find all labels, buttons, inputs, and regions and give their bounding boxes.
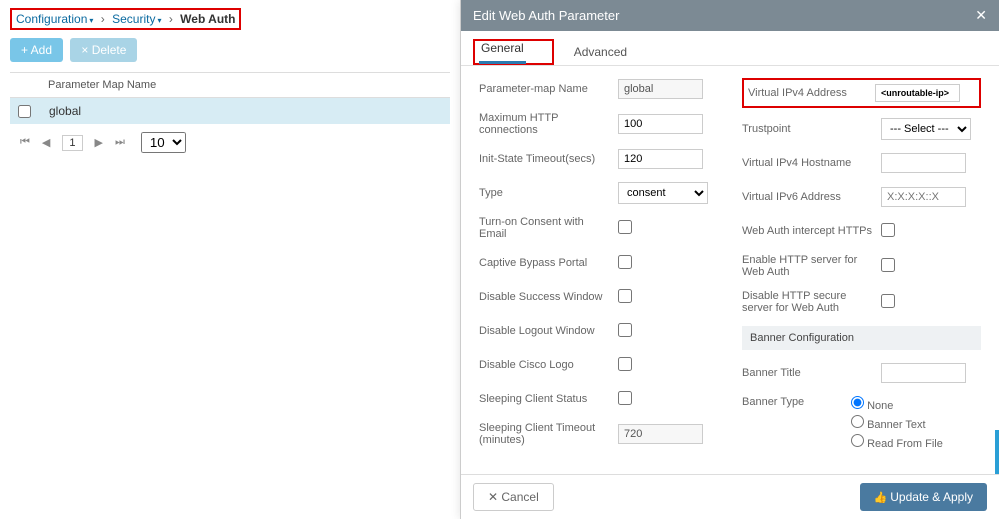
tab-general-highlight: General — [473, 39, 554, 65]
breadcrumb-config[interactable]: Configuration — [16, 12, 87, 26]
breadcrumb-sep: › — [169, 12, 173, 26]
pager-first[interactable]: ⏮ — [20, 136, 30, 149]
disable-logout-label: Disable Logout Window — [479, 325, 618, 337]
update-apply-button[interactable]: Update & Apply — [860, 483, 988, 511]
breadcrumb-current: Web Auth — [180, 12, 235, 26]
pager-next[interactable]: ▶ — [95, 136, 103, 149]
vipv6-input[interactable] — [881, 187, 966, 207]
radio-read-file[interactable]: Read From File — [851, 434, 949, 453]
pager: ⏮ ◀ 1 ▶ ⏭ 10 — [10, 124, 450, 161]
breadcrumb: Configuration▾ › Security▾ › Web Auth — [10, 8, 241, 30]
pager-size[interactable]: 10 — [141, 132, 186, 153]
init-timeout-label: Init-State Timeout(secs) — [479, 153, 618, 165]
enable-http-checkbox[interactable] — [881, 258, 895, 272]
banner-section-header: Banner Configuration — [742, 326, 981, 350]
sleeping-status-checkbox[interactable] — [618, 391, 632, 405]
max-http-label: Maximum HTTP connections — [479, 112, 618, 136]
toolbar: + Add × Delete — [10, 38, 450, 62]
disable-success-checkbox[interactable] — [618, 289, 632, 303]
captive-label: Captive Bypass Portal — [479, 257, 618, 269]
add-button[interactable]: + Add — [10, 38, 63, 62]
vipv4-highlight: Virtual IPv4 Address — [742, 78, 981, 108]
form-col-left: Parameter-map Name Maximum HTTP connecti… — [479, 78, 730, 465]
tabs: General Advanced — [461, 31, 999, 66]
intercept-checkbox[interactable] — [881, 223, 895, 237]
disable-logo-checkbox[interactable] — [618, 357, 632, 371]
cancel-button[interactable]: ✕ Cancel — [473, 483, 554, 511]
vipv6-label: Virtual IPv6 Address — [742, 191, 881, 203]
radio-banner-text[interactable]: Banner Text — [851, 415, 932, 434]
pager-last[interactable]: ⏭ — [115, 136, 125, 149]
table-row[interactable]: global — [10, 98, 450, 124]
tab-advanced[interactable]: Advanced — [572, 39, 629, 65]
disable-success-label: Disable Success Window — [479, 291, 618, 303]
breadcrumb-sep: › — [101, 12, 105, 26]
sleeping-status-label: Sleeping Client Status — [479, 393, 618, 405]
captive-checkbox[interactable] — [618, 255, 632, 269]
delete-button[interactable]: × Delete — [70, 38, 137, 62]
radio-none[interactable]: None — [851, 396, 899, 415]
enable-http-label: Enable HTTP server for Web Auth — [742, 254, 881, 278]
param-name-label: Parameter-map Name — [479, 83, 618, 95]
sleeping-timeout-label: Sleeping Client Timeout (minutes) — [479, 422, 618, 446]
panel-footer: ✕ Cancel Update & Apply — [461, 474, 999, 519]
banner-type-label: Banner Type — [742, 396, 851, 408]
sleeping-timeout-input[interactable] — [618, 424, 703, 444]
form-col-right: Virtual IPv4 Address Trustpoint --- Sele… — [730, 78, 981, 465]
table-header: Parameter Map Name — [10, 72, 450, 98]
vipv4-host-label: Virtual IPv4 Hostname — [742, 157, 881, 169]
row-checkbox[interactable] — [18, 105, 31, 118]
row-name: global — [49, 104, 81, 118]
vipv4-label: Virtual IPv4 Address — [748, 87, 875, 99]
pager-prev[interactable]: ◀ — [42, 136, 50, 149]
trustpoint-label: Trustpoint — [742, 123, 881, 135]
tab-general[interactable]: General — [479, 35, 526, 64]
breadcrumb-security[interactable]: Security — [112, 12, 155, 26]
init-timeout-input[interactable] — [618, 149, 703, 169]
type-select[interactable]: consent — [618, 182, 708, 204]
max-http-input[interactable] — [618, 114, 703, 134]
vipv4-input[interactable] — [875, 84, 960, 102]
banner-title-input[interactable] — [881, 363, 966, 383]
type-label: Type — [479, 187, 618, 199]
panel-body: Parameter-map Name Maximum HTTP connecti… — [461, 66, 999, 474]
intercept-label: Web Auth intercept HTTPs — [742, 225, 881, 237]
banner-title-label: Banner Title — [742, 367, 881, 379]
panel-title: Edit Web Auth Parameter — [473, 8, 619, 23]
disable-logout-checkbox[interactable] — [618, 323, 632, 337]
disable-https-label: Disable HTTP secure server for Web Auth — [742, 290, 881, 314]
vipv4-host-input[interactable] — [881, 153, 966, 173]
disable-https-checkbox[interactable] — [881, 294, 895, 308]
trustpoint-select[interactable]: --- Select --- — [881, 118, 971, 140]
close-icon[interactable]: ✕ — [975, 7, 987, 24]
panel-header: Edit Web Auth Parameter ✕ — [461, 0, 999, 31]
param-name-input — [618, 79, 703, 99]
edit-panel: Edit Web Auth Parameter ✕ General Advanc… — [460, 0, 999, 519]
consent-email-label: Turn-on Consent with Email — [479, 216, 618, 240]
side-accent — [995, 430, 999, 474]
consent-email-checkbox[interactable] — [618, 220, 632, 234]
disable-logo-label: Disable Cisco Logo — [479, 359, 618, 371]
main-content: Configuration▾ › Security▾ › Web Auth + … — [0, 0, 460, 169]
pager-page: 1 — [62, 135, 82, 151]
